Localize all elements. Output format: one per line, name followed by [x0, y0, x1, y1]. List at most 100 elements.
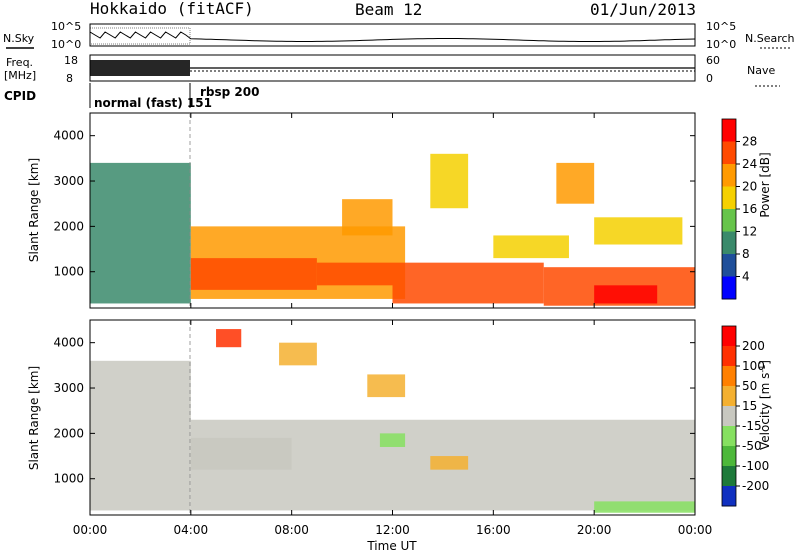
y-tick-label: 2000 [53, 219, 84, 233]
power-heatmap [90, 113, 695, 308]
x-axis: 00:00 04:00 08:00 12:00 16:00 20:00 00:00 [73, 113, 713, 537]
colorbar-tick-label: 200 [742, 339, 765, 353]
heatmap-cell [493, 235, 569, 259]
y-tick-label: 4000 [53, 129, 84, 143]
x-tick-label: 00:00 [73, 523, 108, 537]
colorbar-tick-label: 8 [742, 247, 750, 261]
x-tick-label: 04:00 [174, 523, 209, 537]
heatmap-cell [367, 374, 406, 398]
noise-right-tick-low: 10^0 [706, 38, 736, 51]
power-y-ticks: 1000 2000 3000 4000 [53, 129, 695, 279]
colorbar-segment [722, 346, 736, 367]
noise-right-tick-high: 10^5 [706, 20, 736, 33]
colorbar-frame [721, 325, 737, 507]
colorbar-tick-label: 100 [742, 359, 765, 373]
colorbar-tick-label: 4 [742, 270, 750, 284]
nave-tick-high: 60 [706, 54, 720, 67]
heatmap-cell [190, 437, 292, 470]
cpid-label: CPID [4, 89, 36, 103]
power-colorbar: 28 24 20 16 12 8 4 [721, 118, 757, 300]
colorbar-segment [722, 119, 736, 142]
colorbar-segment [722, 466, 736, 487]
colorbar-segment [722, 141, 736, 165]
velocity-colorbar-title-main: Velocity [m s [758, 373, 772, 450]
velocity-colorbar: 200 100 50 15 -15 -50 -100 -200 [721, 325, 769, 507]
colorbar-segment [722, 326, 736, 347]
heatmap-cell [430, 456, 469, 470]
heatmap-cell [279, 342, 317, 366]
freq-dense-block [90, 60, 190, 76]
heatmap-cell [216, 329, 242, 348]
noise-left-tick-high: 10^5 [51, 20, 81, 33]
heatmap-cell [392, 262, 544, 304]
x-tick-label: 16:00 [476, 523, 511, 537]
colorbar-segment [722, 254, 736, 277]
noise-right-label: N.Search [745, 32, 795, 45]
noise-trace [89, 27, 696, 45]
y-tick-label: 1000 [53, 265, 84, 279]
noise-panel-frame [89, 23, 696, 47]
x-tick-label: 20:00 [577, 523, 612, 537]
colorbar-tick-label: 20 [742, 180, 757, 194]
colorbar-tick-label: 50 [742, 379, 757, 393]
colorbar-segment [722, 231, 736, 255]
colorbar-segment [722, 164, 736, 187]
colorbar-tick-label: 24 [742, 157, 757, 171]
y-tick-label: 2000 [53, 426, 84, 440]
noise-panel: N.Sky 10^5 10^0 10^5 10^0 N.Search [3, 20, 795, 51]
beam-title: Beam 12 [355, 0, 422, 19]
colorbar-tick-label: 28 [742, 135, 757, 149]
y-tick-label: 3000 [53, 381, 84, 395]
colorbar-segment [722, 446, 736, 467]
colorbar-segment [722, 276, 736, 300]
heatmap-cell [556, 162, 595, 204]
freq-label-1: Freq. [6, 56, 33, 69]
heatmap-cell [90, 360, 191, 511]
colorbar-tick-label: 12 [742, 225, 757, 239]
heatmap-cell [190, 258, 317, 290]
heatmap-cell [594, 501, 695, 513]
velocity-y-ticks: 1000 2000 3000 4000 [53, 336, 695, 486]
heatmap-cell [342, 199, 393, 236]
y-tick-label: 1000 [53, 472, 84, 486]
colorbar-segment [722, 186, 736, 210]
x-tick-label: 12:00 [375, 523, 410, 537]
nave-label: Nave [747, 64, 775, 77]
colorbar-segment [722, 386, 736, 407]
power-y-axis-title: Slant Range [km] [27, 158, 41, 262]
heatmap-cell [430, 153, 469, 209]
heatmap-cell [316, 262, 393, 286]
velocity-colorbar-title-sup: -1 [758, 365, 767, 373]
cpid-mode-1: normal (fast) 151 [94, 96, 212, 110]
power-colorbar-title: Power [dB] [758, 152, 772, 217]
x-tick-label: 08:00 [274, 523, 309, 537]
heatmap-cell [594, 285, 658, 304]
colorbar-tick-label: 16 [742, 202, 757, 216]
station-title: Hokkaido (fitACF) [90, 0, 254, 18]
colorbar-segment [722, 406, 736, 427]
cpid-panel: CPID normal (fast) 151 rbsp 200 [4, 83, 259, 110]
velocity-colorbar-title: Velocity [m s-1] [758, 360, 772, 450]
velocity-heatmap [90, 320, 695, 515]
colorbar-segment [722, 209, 736, 232]
y-tick-label: 3000 [53, 174, 84, 188]
nave-tick-low: 0 [706, 72, 713, 85]
colorbar-segment [722, 426, 736, 447]
power-panel: 1000 2000 3000 4000 Slant Range [km] 28 24 20… [27, 112, 772, 309]
colorbar-tick-label: -15 [742, 419, 762, 433]
freq-tick-high: 18 [64, 54, 78, 67]
noise-search-dots [89, 27, 191, 45]
freq-trace [90, 60, 695, 76]
noise-sky-line [89, 31, 696, 42]
x-axis-title: Time UT [366, 539, 417, 553]
x-tick-label: 00:00 [678, 523, 713, 537]
colorbar-segment [722, 486, 736, 507]
heatmap-cell [594, 217, 683, 245]
colorbar-segment [722, 366, 736, 387]
freq-panel: Freq. [MHz] 18 8 60 0 Nave [4, 54, 780, 87]
cpid-mode-2: rbsp 200 [200, 85, 259, 99]
freq-label-2: [MHz] [4, 69, 36, 82]
velocity-y-axis-title: Slant Range [km] [27, 366, 41, 470]
